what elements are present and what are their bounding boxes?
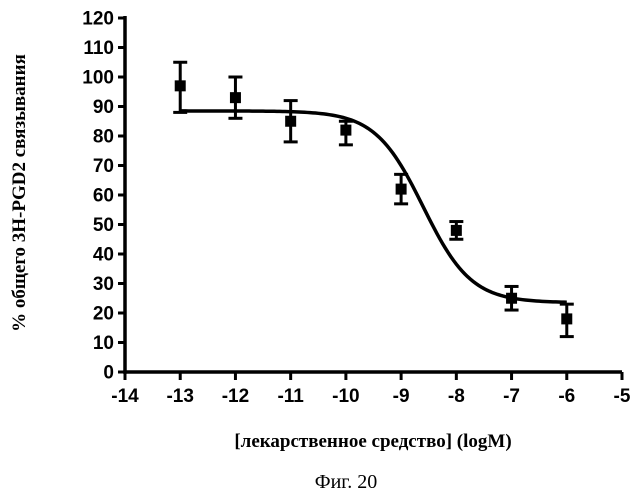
y-tick-label: 70 xyxy=(93,156,114,177)
x-axis-title: [лекарственное средство] (logM) xyxy=(234,431,511,452)
data-point xyxy=(230,92,241,103)
y-tick-label: 60 xyxy=(93,186,114,207)
figure-caption: Фиг. 20 xyxy=(315,471,377,493)
y-tick-label: 100 xyxy=(82,68,114,89)
y-tick-label: 50 xyxy=(93,215,114,236)
y-axis-title: % общего 3H-PGD2 связывания xyxy=(9,54,30,332)
y-tick-label: 0 xyxy=(103,363,114,384)
data-point xyxy=(340,125,351,136)
y-tick-label: 40 xyxy=(93,245,114,266)
data-point xyxy=(396,184,407,195)
y-tick-label: 110 xyxy=(83,38,114,59)
fit-curve xyxy=(180,111,567,302)
data-point xyxy=(451,225,462,236)
y-tick-label: 120 xyxy=(82,9,114,30)
x-ticks: -14 -13 -12 -11 -10 -9 -8 -7 -6 -5 xyxy=(111,372,631,407)
x-tick-label: -10 xyxy=(332,386,359,407)
y-tick-label: 80 xyxy=(93,127,114,148)
data-point xyxy=(506,293,517,304)
data-point xyxy=(285,116,296,127)
x-tick-label: -7 xyxy=(503,386,520,407)
x-tick-label: -8 xyxy=(448,386,465,407)
x-tick-label: -5 xyxy=(614,386,631,407)
x-tick-label: -12 xyxy=(222,386,249,407)
y-tick-label: 90 xyxy=(93,97,114,118)
data-point xyxy=(175,80,186,91)
x-tick-label: -9 xyxy=(393,386,410,407)
y-ticks: 0 10 20 30 40 50 60 70 80 90 100 110 120 xyxy=(82,9,125,384)
data-point xyxy=(561,313,572,324)
axes xyxy=(123,16,622,374)
y-tick-label: 10 xyxy=(93,333,114,354)
y-tick-label: 20 xyxy=(93,304,114,325)
x-tick-label: -14 xyxy=(111,386,139,407)
x-tick-label: -13 xyxy=(166,386,193,407)
y-tick-label: 30 xyxy=(93,274,114,295)
x-tick-label: -11 xyxy=(277,386,304,407)
x-tick-label: -6 xyxy=(558,386,575,407)
